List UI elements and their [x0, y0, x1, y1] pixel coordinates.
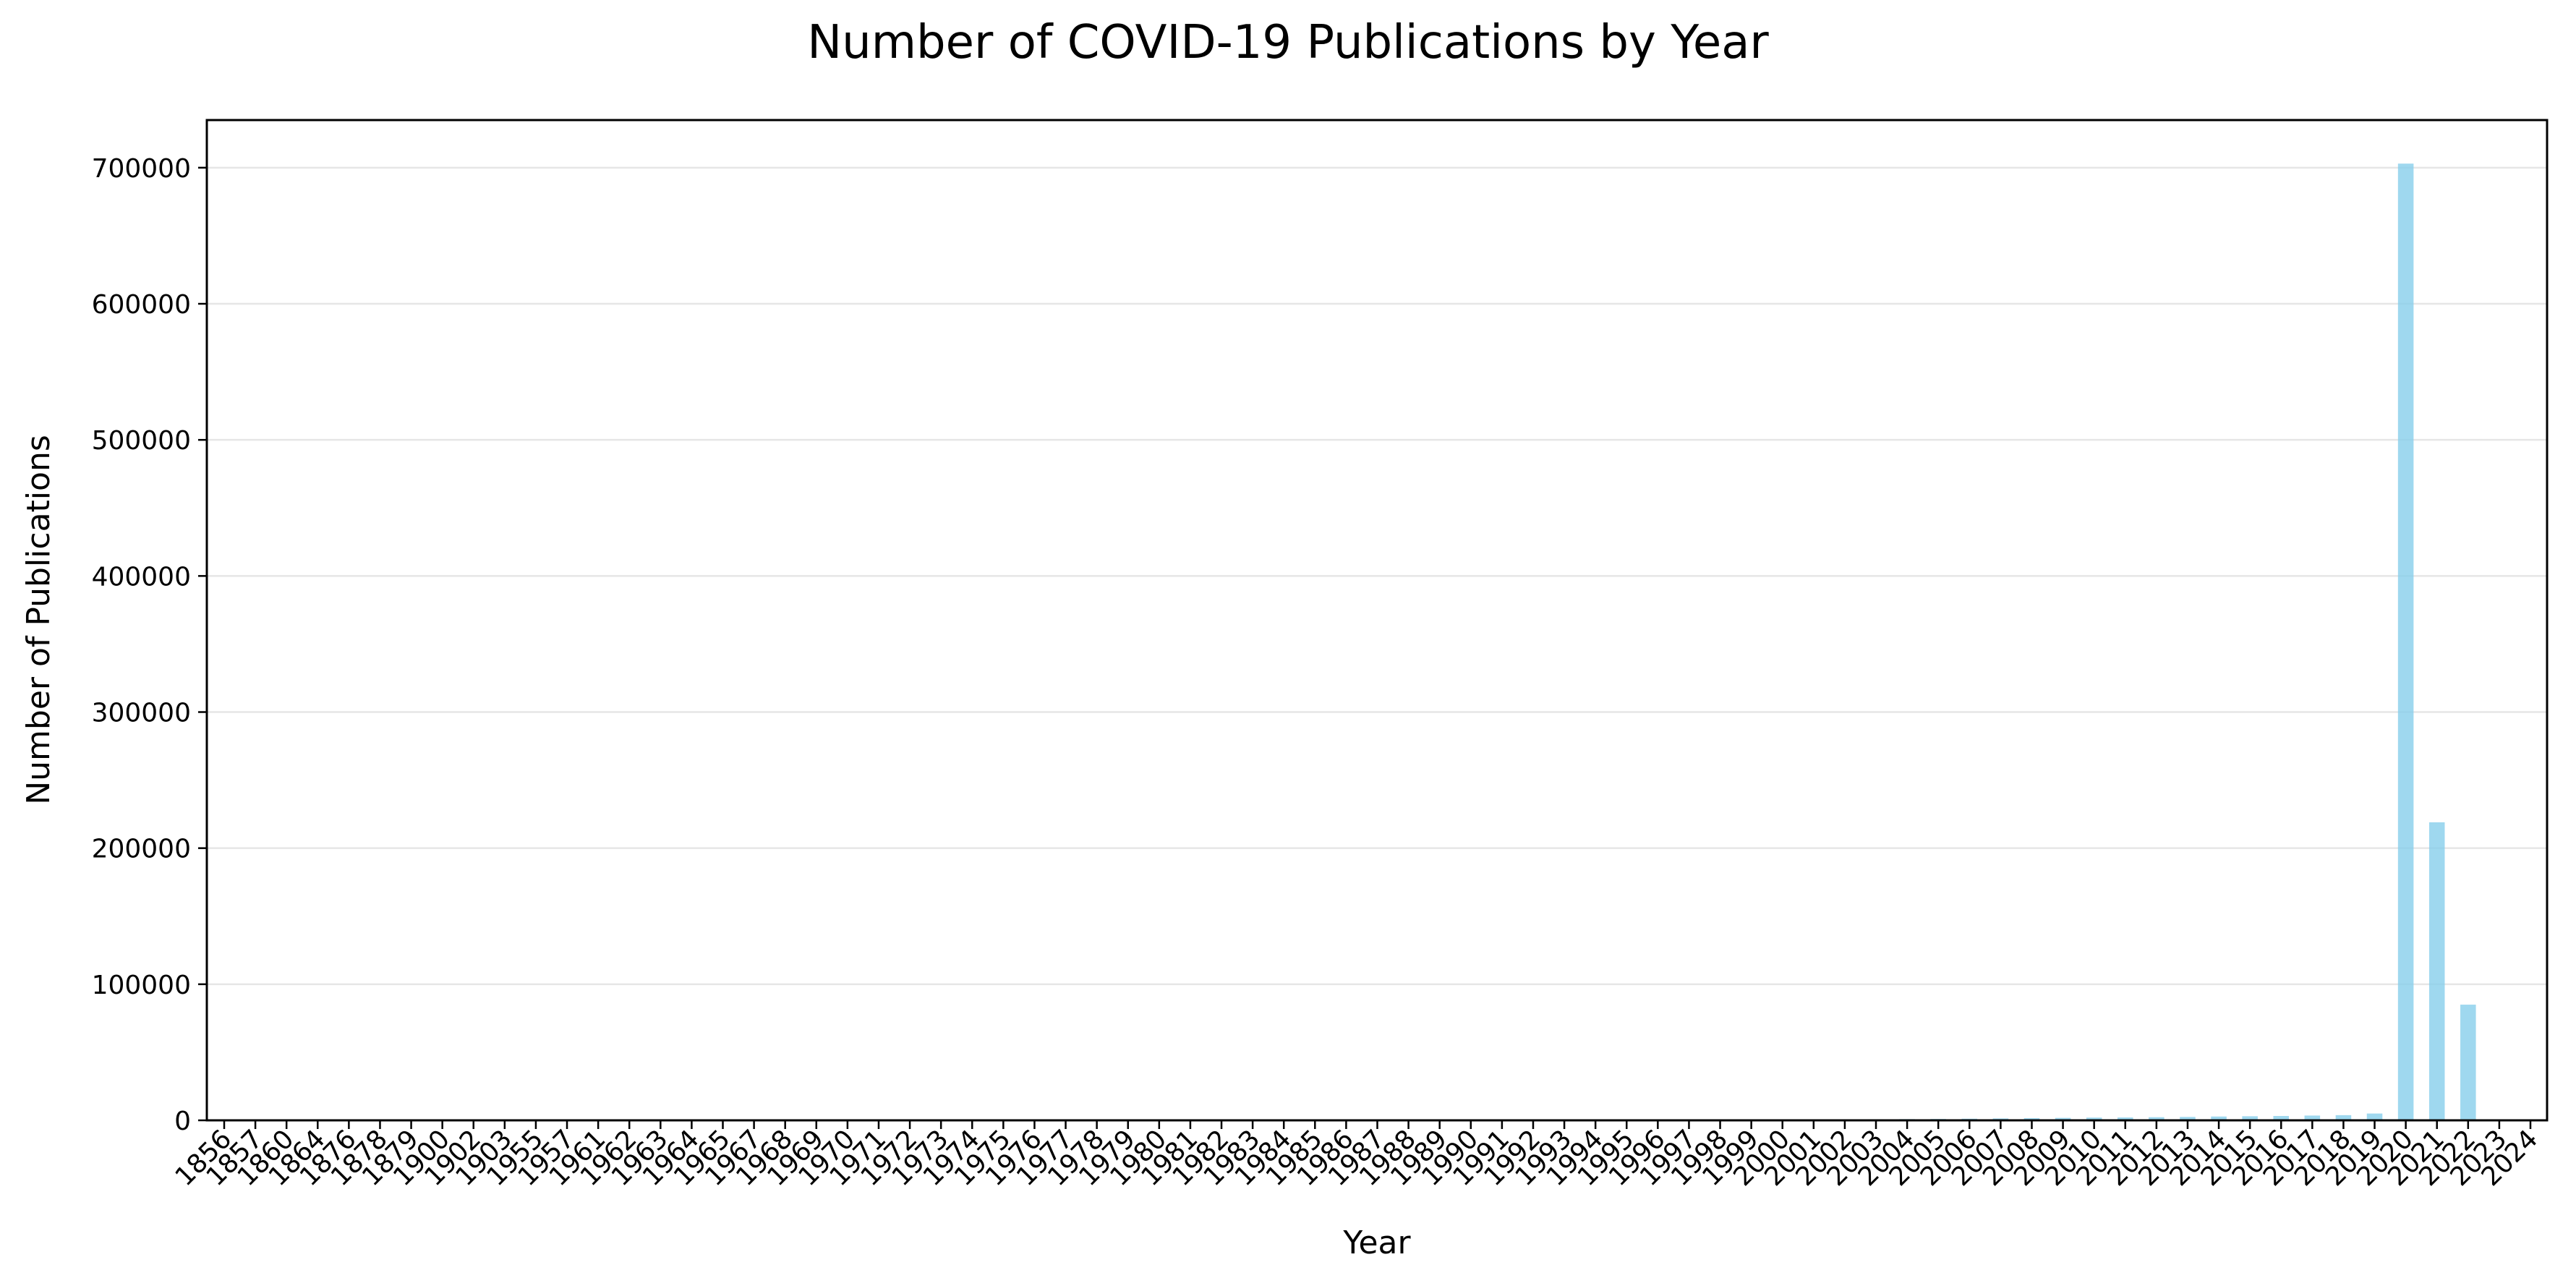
y-tick-label: 0 [174, 1107, 191, 1136]
bar [2304, 1115, 2321, 1120]
gridlines [207, 166, 2547, 1122]
bar [2023, 1117, 2040, 1120]
bar [2055, 1117, 2071, 1120]
plot-frame [205, 119, 2549, 1122]
bar [2460, 1005, 2476, 1120]
bar [2273, 1115, 2290, 1120]
bar [2242, 1116, 2258, 1120]
bar [2335, 1115, 2352, 1120]
bars [216, 163, 2538, 1120]
y-tick-label: 300000 [92, 699, 191, 728]
x-axis: 1856185718601864187618781879190019021903… [170, 1120, 2543, 1192]
bar [2117, 1117, 2133, 1120]
y-tick-label: 200000 [92, 835, 191, 864]
y-tick-label: 100000 [92, 971, 191, 1000]
bar [2180, 1117, 2196, 1120]
y-axis: 0 100000 200000 300000 400000 500000 600000 700… [92, 154, 207, 1136]
bar [2149, 1117, 2165, 1120]
chart-title: Number of COVID-19 Publications by Year [807, 16, 1769, 69]
y-tick-label: 600000 [92, 290, 191, 320]
y-tick-label: 700000 [92, 154, 191, 184]
bar [2086, 1117, 2102, 1120]
bar [2428, 822, 2445, 1120]
x-axis-title: Year [1342, 1224, 1411, 1261]
bar [2211, 1116, 2227, 1120]
y-tick-label: 400000 [92, 562, 191, 592]
y-axis-title: Number of Publications [20, 435, 57, 805]
y-tick-label: 500000 [92, 426, 191, 456]
bar [2366, 1113, 2383, 1120]
bar [2397, 163, 2414, 1120]
